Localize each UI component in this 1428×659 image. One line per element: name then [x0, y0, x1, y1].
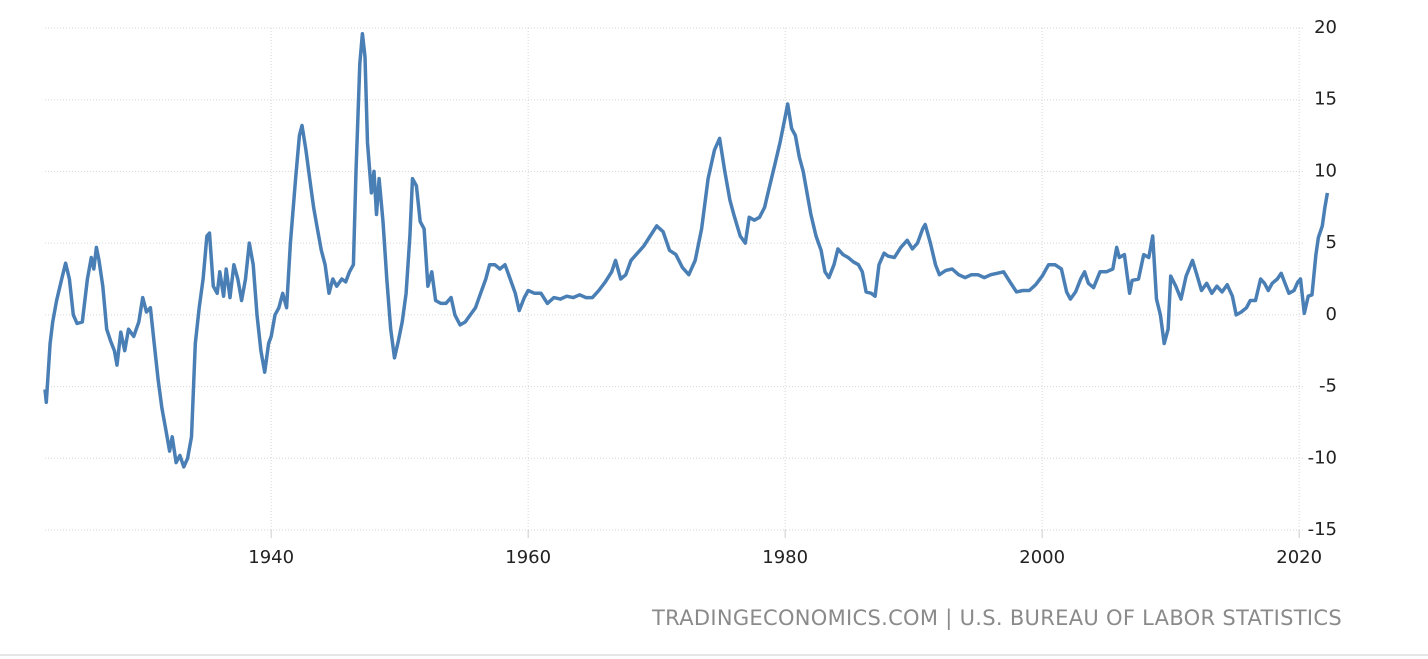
x-tick-label: 1980: [762, 547, 808, 568]
x-tick-label: 1960: [505, 547, 551, 568]
y-tick-label: 20: [1314, 17, 1337, 38]
y-tick-label: 0: [1326, 304, 1337, 325]
x-tick-label: 2020: [1276, 547, 1322, 568]
y-tick-label: -10: [1308, 447, 1337, 468]
source-label: TRADINGECONOMICS.COM | U.S. BUREAU OF LA…: [651, 606, 1342, 631]
y-tick-label: -15: [1308, 519, 1337, 540]
x-tick-label: 1940: [248, 547, 294, 568]
data-line: [43, 31, 1330, 469]
y-tick-label: 15: [1314, 89, 1337, 110]
x-tick-label: 2000: [1019, 547, 1065, 568]
y-tick-label: 5: [1326, 232, 1337, 253]
y-tick-label: 10: [1314, 160, 1337, 181]
y-tick-label: -5: [1319, 376, 1337, 397]
